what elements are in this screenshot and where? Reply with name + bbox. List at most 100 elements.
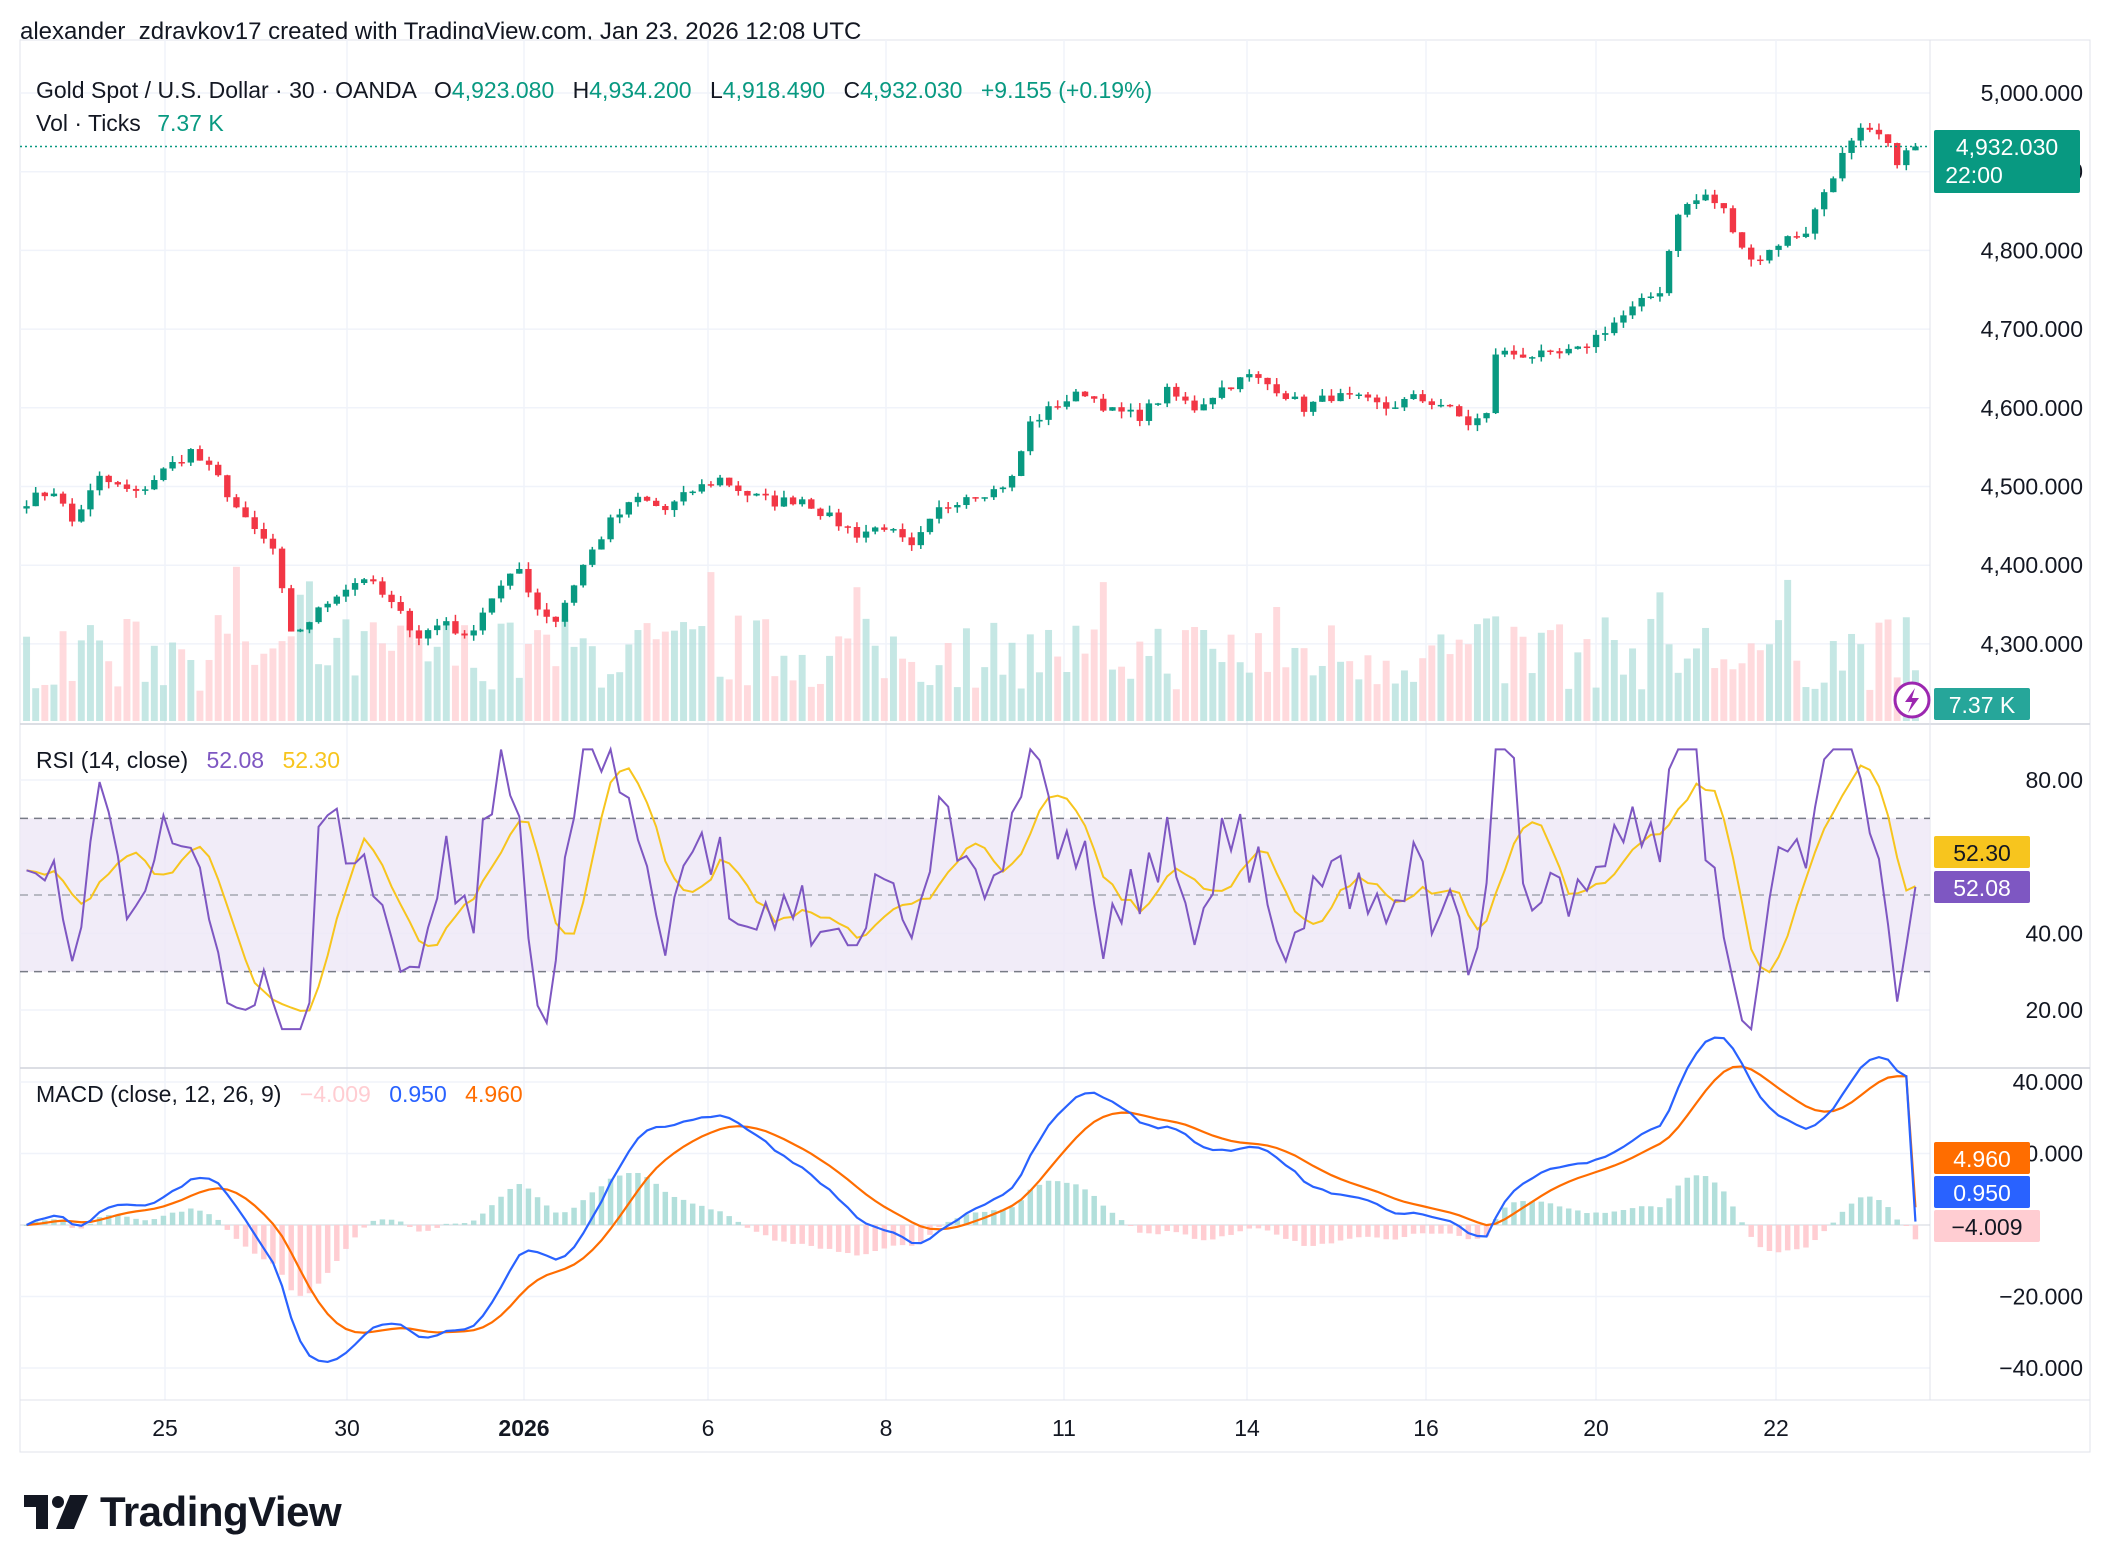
brand-wordmark: TradingView bbox=[100, 1488, 342, 1535]
macd-histogram-bar bbox=[452, 1223, 459, 1225]
volume-bar bbox=[826, 655, 834, 721]
volume-bar bbox=[935, 665, 943, 721]
candle-body bbox=[397, 602, 404, 611]
macd-legend-hist: −4.009 bbox=[300, 1081, 371, 1107]
macd-histogram-badge: −4.009 bbox=[1934, 1210, 2040, 1242]
time-tick-label: 30 bbox=[334, 1415, 360, 1441]
rsi-pane[interactable] bbox=[20, 745, 1930, 1032]
lightning-icon[interactable] bbox=[1893, 681, 1931, 719]
candle-body bbox=[652, 500, 660, 506]
candle-body bbox=[1510, 350, 1518, 355]
volume-bar bbox=[1337, 661, 1345, 721]
volume-bar bbox=[1118, 666, 1126, 721]
macd-histogram bbox=[23, 1172, 1919, 1296]
volume-bar bbox=[205, 659, 213, 721]
macd-histogram-bar bbox=[1365, 1225, 1371, 1237]
macd-histogram-bar bbox=[781, 1225, 787, 1242]
volume-bar bbox=[1683, 658, 1691, 721]
macd-histogram-bar bbox=[334, 1225, 340, 1261]
volume-bar bbox=[1327, 625, 1335, 721]
candle-body bbox=[251, 517, 258, 530]
candle-body bbox=[1492, 354, 1499, 414]
macd-histogram-bar bbox=[1648, 1206, 1654, 1225]
macd-histogram-bar bbox=[1711, 1182, 1718, 1225]
candle-body bbox=[415, 630, 423, 639]
volume-bar bbox=[1172, 689, 1180, 721]
macd-histogram-bar bbox=[808, 1225, 815, 1246]
volume-bar bbox=[1866, 689, 1874, 721]
candle-body bbox=[589, 549, 596, 565]
macd-histogram-bar bbox=[1000, 1209, 1006, 1225]
volume-legend-label: Vol · Ticks bbox=[36, 110, 141, 136]
candle-body bbox=[1784, 236, 1791, 246]
macd-histogram-bar bbox=[607, 1178, 614, 1225]
candle-body bbox=[1401, 398, 1408, 408]
macd-histogram-bar bbox=[580, 1200, 586, 1225]
time-tick-label: 11 bbox=[1052, 1415, 1076, 1441]
candle-body bbox=[1282, 393, 1290, 399]
candle-body bbox=[1437, 404, 1445, 407]
macd-pane[interactable] bbox=[20, 1036, 1930, 1364]
macd-histogram-bar bbox=[543, 1205, 550, 1225]
chart-canvas[interactable]: 5,000.0004,900.0004,800.0004,700.0004,60… bbox=[0, 0, 2108, 1480]
candle-body bbox=[543, 609, 550, 617]
macd-histogram-bar bbox=[1009, 1207, 1015, 1225]
candle-body bbox=[96, 475, 103, 491]
macd-histogram-bar bbox=[1885, 1207, 1891, 1225]
volume-bar bbox=[1738, 663, 1746, 721]
candle-body bbox=[78, 509, 85, 522]
volume-bar bbox=[479, 681, 487, 721]
volume-bar bbox=[1099, 582, 1107, 721]
volume-bar bbox=[1829, 641, 1837, 721]
volume-bar bbox=[1245, 672, 1253, 721]
volume-bar bbox=[333, 637, 341, 721]
rsi-legend-ma: 52.30 bbox=[282, 747, 340, 773]
candle-body bbox=[287, 588, 295, 632]
time-axis[interactable]: 25 30 2026 6 8 11 14 16 20 22 bbox=[152, 1415, 1789, 1441]
candle-body bbox=[1592, 334, 1600, 348]
candle-body bbox=[1766, 249, 1773, 261]
volume-bar bbox=[1309, 675, 1317, 721]
volume-bar bbox=[1811, 688, 1819, 721]
volume-bar bbox=[743, 685, 751, 721]
candle-body bbox=[1182, 396, 1189, 401]
candle-body bbox=[196, 449, 204, 461]
price-legend-high: 4,934.200 bbox=[589, 77, 691, 103]
volume-bar bbox=[442, 623, 450, 721]
volume-bar bbox=[1492, 616, 1500, 721]
tradingview-logo[interactable]: TradingView bbox=[24, 1488, 342, 1536]
macd-legend-macd: 0.950 bbox=[389, 1081, 447, 1107]
candle-body bbox=[826, 512, 833, 517]
macd-line bbox=[26, 1036, 1917, 1364]
macd-histogram-bar bbox=[1310, 1225, 1316, 1246]
volume-bar bbox=[141, 681, 149, 721]
candle-body bbox=[552, 616, 560, 622]
price-axis[interactable]: 5,000.0004,900.0004,800.0004,700.0004,60… bbox=[1981, 80, 2083, 657]
macd-histogram-bar bbox=[270, 1225, 276, 1264]
macd-histogram-bar bbox=[23, 1225, 30, 1226]
candle-body bbox=[516, 568, 523, 574]
volume-bar bbox=[1254, 633, 1262, 721]
volume-bar bbox=[433, 646, 441, 721]
candle-body bbox=[1063, 401, 1071, 407]
macd-histogram-bar bbox=[991, 1210, 997, 1225]
candle-body bbox=[1054, 406, 1061, 408]
macd-histogram-bar bbox=[553, 1212, 559, 1225]
volume-bar bbox=[1546, 630, 1554, 721]
rsi-axis[interactable]: 80.00 40.00 20.00 bbox=[2025, 767, 2083, 1023]
volume-bar bbox=[816, 683, 824, 721]
price-pane[interactable] bbox=[20, 123, 1930, 721]
candle-body bbox=[1236, 377, 1244, 390]
candle-body bbox=[744, 490, 751, 496]
macd-histogram-bar bbox=[644, 1177, 650, 1225]
candle-body bbox=[479, 612, 487, 631]
candle-body bbox=[689, 491, 696, 494]
macd-histogram-bar bbox=[1137, 1225, 1143, 1233]
volume-bar bbox=[1583, 639, 1591, 721]
candle-body bbox=[1145, 403, 1153, 421]
time-tick-label: 22 bbox=[1763, 1415, 1789, 1441]
volume-bar bbox=[1556, 624, 1564, 721]
macd-histogram-bar bbox=[635, 1172, 641, 1225]
macd-histogram-bar bbox=[224, 1225, 231, 1230]
